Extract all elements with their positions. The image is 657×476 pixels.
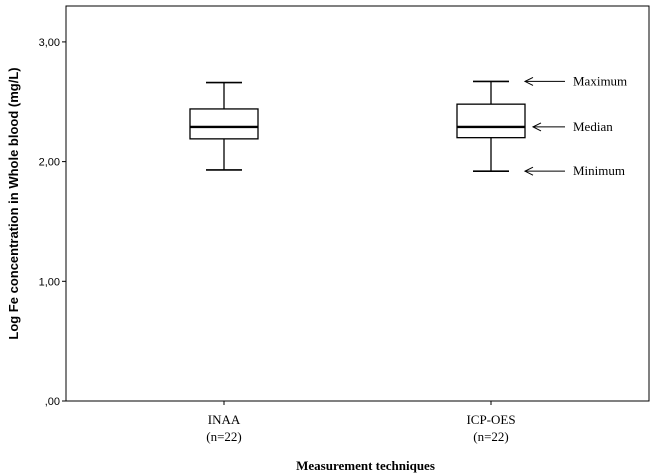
x-category-label: INAA bbox=[208, 412, 241, 427]
annotation-median: Median bbox=[531, 119, 613, 134]
annotations-group: Maximum Median Minimum bbox=[523, 73, 627, 178]
x-category-n-label: (n=22) bbox=[206, 429, 242, 444]
x-category-n-label: (n=22) bbox=[473, 429, 509, 444]
y-tick-label: 3,00 bbox=[39, 37, 60, 49]
annotation-label: Minimum bbox=[573, 163, 625, 178]
x-axis-label: Measurement techniques bbox=[296, 458, 435, 473]
y-tick-label: ,00 bbox=[45, 396, 60, 408]
annotation-label: Maximum bbox=[573, 73, 627, 88]
iqr-box bbox=[189, 108, 259, 140]
arrow-head bbox=[523, 166, 534, 176]
x-category-label: ICP-OES bbox=[466, 412, 515, 427]
y-axis-label: Log Fe concentration in Whole blood (mg/… bbox=[6, 67, 21, 339]
annotation-max: Maximum bbox=[523, 73, 627, 88]
box-2 bbox=[456, 80, 526, 172]
iqr-box bbox=[456, 103, 526, 139]
arrow-head bbox=[523, 76, 534, 86]
annotation-min: Minimum bbox=[523, 163, 625, 178]
arrow-head bbox=[531, 122, 542, 132]
boxes-group bbox=[189, 80, 526, 172]
annotation-label: Median bbox=[573, 119, 613, 134]
y-tick-label: 2,00 bbox=[39, 157, 60, 169]
box-1 bbox=[189, 81, 259, 171]
y-axis: ,00 1,00 2,00 3,00 bbox=[39, 37, 66, 408]
plot-area-frame bbox=[65, 5, 650, 402]
y-tick-label: 1,00 bbox=[39, 276, 60, 288]
x-axis: INAA (n=22) ICP-OES (n=22) bbox=[206, 401, 516, 444]
